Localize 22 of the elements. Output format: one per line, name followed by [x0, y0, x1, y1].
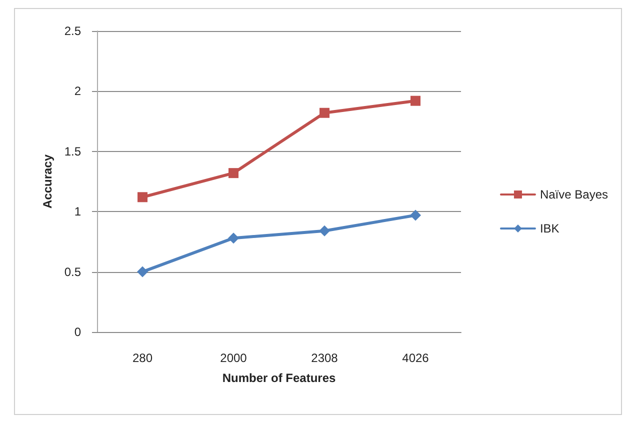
x-tick-label: 2000: [220, 351, 248, 365]
x-tick-label: 4026: [402, 351, 430, 365]
y-axis-title: Accuracy: [40, 154, 54, 209]
y-tick-label: 1.5: [64, 144, 82, 158]
point: [137, 266, 148, 278]
point: [410, 96, 420, 106]
point: [138, 192, 148, 202]
y-tick-label: 2.5: [64, 24, 82, 38]
y-tick-label: 1: [74, 204, 82, 219]
point: [410, 210, 421, 221]
point: [228, 232, 239, 244]
x-tick-label: 2308: [311, 351, 338, 365]
x-tick-label: 280: [132, 351, 153, 365]
legend-label: Naïve Bayes: [540, 188, 608, 202]
x-axis-title: Number of Features: [222, 371, 336, 385]
point: [320, 108, 330, 118]
point: [228, 168, 238, 178]
legend-label: IBK: [540, 222, 560, 236]
y-tick-label: 0.5: [64, 264, 82, 279]
y-tick-label: 2: [74, 84, 82, 98]
point: [319, 225, 330, 236]
y-tick-label: 0: [74, 325, 82, 339]
